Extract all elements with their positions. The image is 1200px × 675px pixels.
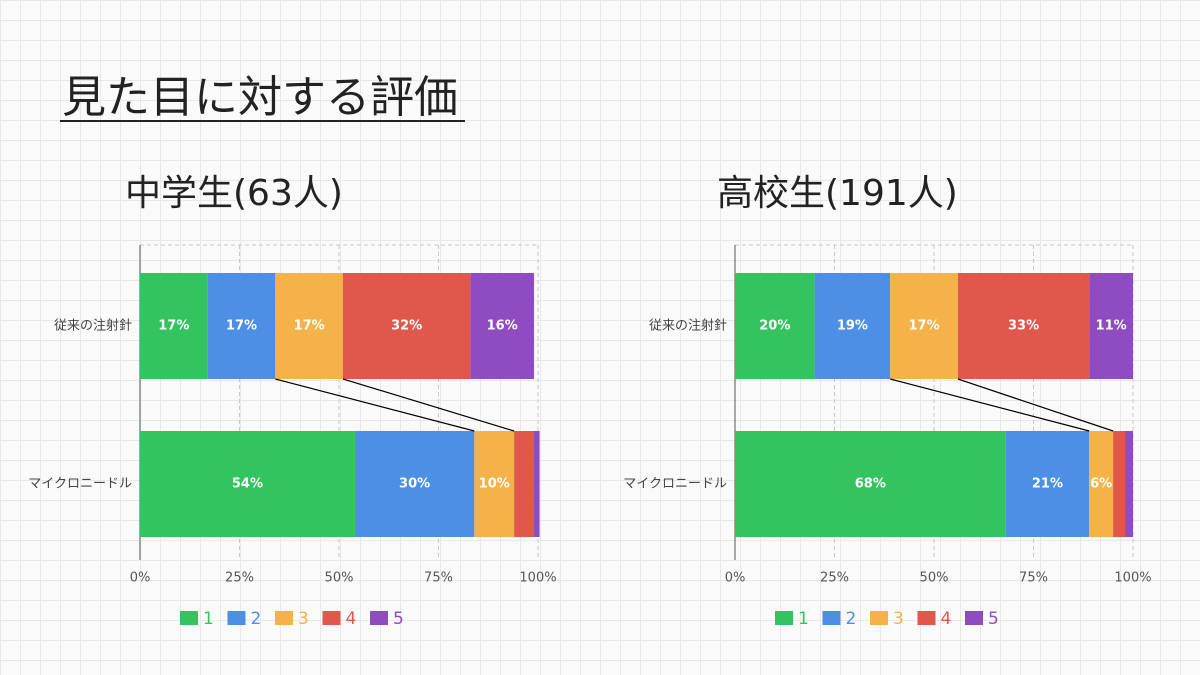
value-label: 10% xyxy=(479,477,510,492)
bar-segment xyxy=(814,273,891,379)
y-tick-label: 従来の注射針 xyxy=(54,318,132,334)
legend-swatch xyxy=(275,611,293,625)
bar-segment xyxy=(1089,431,1114,537)
legend-label: 1 xyxy=(203,609,214,629)
x-tick-label: 25% xyxy=(820,571,849,586)
x-tick-label: 75% xyxy=(424,571,453,586)
bar-segment xyxy=(140,431,355,537)
legend-swatch xyxy=(965,611,983,625)
x-tick-label: 50% xyxy=(325,571,354,586)
bar-segment xyxy=(1089,273,1133,379)
legend-swatch xyxy=(822,611,841,625)
value-label: 17% xyxy=(908,319,939,334)
bar-segment xyxy=(207,273,276,379)
bar-segment xyxy=(1005,431,1090,537)
connector-line xyxy=(957,378,1114,432)
value-label: 20% xyxy=(759,319,790,334)
bar-segment xyxy=(470,273,535,379)
value-label: 54% xyxy=(232,477,263,492)
legend-label: 5 xyxy=(393,609,404,629)
x-tick-label: 50% xyxy=(920,571,949,586)
x-tick-label: 75% xyxy=(1019,571,1048,586)
y-tick-label: マイクロニードル xyxy=(28,477,132,492)
legend-label: 5 xyxy=(988,609,999,629)
value-label: 17% xyxy=(158,319,189,334)
value-label: 68% xyxy=(855,477,886,492)
bar-segment xyxy=(514,431,534,537)
bar-segment xyxy=(735,273,815,379)
value-label: 32% xyxy=(391,319,422,334)
legend-label: 2 xyxy=(846,609,857,629)
bar-segment xyxy=(957,273,1090,379)
legend-swatch xyxy=(775,611,793,625)
chart-title: 中学生(63人) xyxy=(125,173,343,214)
bar-segment xyxy=(342,273,471,379)
legend-label: 3 xyxy=(893,609,904,629)
bar-segment xyxy=(735,431,1006,537)
bar-segment xyxy=(533,431,540,537)
bar-segment xyxy=(140,273,208,379)
value-label: 19% xyxy=(837,319,868,334)
bar-segment xyxy=(1113,431,1126,537)
legend-swatch xyxy=(227,611,246,625)
value-label: 30% xyxy=(399,477,430,492)
page-title: 見た目に対する評価 xyxy=(62,72,458,123)
value-label: 6% xyxy=(1090,477,1112,492)
bar-segment xyxy=(275,273,343,379)
chart-title: 高校生(191人) xyxy=(717,173,958,214)
y-tick-label: 従来の注射針 xyxy=(649,318,727,334)
x-tick-label: 100% xyxy=(519,571,556,586)
legend-label: 1 xyxy=(798,609,809,629)
legend-swatch xyxy=(322,611,341,625)
connector-line xyxy=(890,378,1090,432)
legend-label: 2 xyxy=(251,609,262,629)
legend-swatch xyxy=(870,611,888,625)
bar-segment xyxy=(1125,431,1133,537)
connector-line xyxy=(342,378,515,432)
connector-line xyxy=(275,378,475,432)
x-tick-label: 0% xyxy=(130,571,151,586)
legend-swatch xyxy=(180,611,198,625)
y-tick-label: マイクロニードル xyxy=(623,477,727,492)
x-tick-label: 0% xyxy=(725,571,746,586)
x-tick-label: 25% xyxy=(225,571,254,586)
value-label: 11% xyxy=(1096,319,1127,334)
legend-label: 4 xyxy=(346,609,357,629)
bar-segment xyxy=(354,431,475,537)
value-label: 21% xyxy=(1032,477,1063,492)
value-label: 17% xyxy=(226,319,257,334)
legend-swatch xyxy=(370,611,388,625)
legend-label: 4 xyxy=(941,609,952,629)
bar-segment xyxy=(890,273,958,379)
x-tick-label: 100% xyxy=(1114,571,1151,586)
legend-label: 3 xyxy=(298,609,309,629)
value-label: 33% xyxy=(1008,319,1039,334)
legend-swatch xyxy=(917,611,936,625)
value-label: 16% xyxy=(487,319,518,334)
value-label: 17% xyxy=(294,319,325,334)
bar-segment xyxy=(474,431,515,537)
